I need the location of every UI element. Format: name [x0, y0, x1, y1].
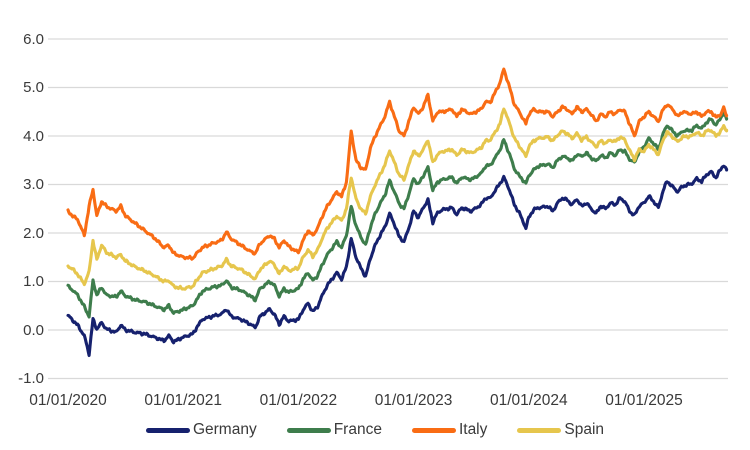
y-tick-label: 2.0 [23, 224, 44, 242]
x-tick-label: 01/01/2023 [374, 392, 453, 409]
legend-item-germany: Germany [145, 421, 257, 439]
legend-item-spain: Spain [517, 421, 604, 439]
legend-label: France [333, 421, 382, 438]
x-tick-label: 01/01/2025 [605, 392, 683, 409]
legend-swatch-icon [145, 427, 190, 433]
series-line-france [66, 111, 729, 319]
legend-item-italy: Italy [411, 421, 488, 439]
legend: Germany France Italy Spain [0, 421, 750, 439]
y-tick-label: 1.0 [23, 273, 44, 290]
legend-label: Spain [564, 421, 605, 438]
series-line-germany [66, 164, 729, 358]
legend-swatch-icon [286, 427, 331, 433]
x-tick-label: 01/01/2021 [144, 392, 222, 409]
y-tick-label: 5.0 [23, 79, 44, 96]
y-tick-label: 3.0 [23, 176, 44, 193]
y-tick-label: -1.0 [18, 370, 44, 387]
legend-swatch-icon [517, 427, 562, 433]
series-lines [66, 67, 729, 358]
legend-label: Germany [192, 421, 257, 438]
series-line-italy [66, 67, 729, 261]
y-tick-label: 6.0 [23, 30, 44, 48]
gridlines [48, 38, 728, 380]
legend-item-france: France [286, 421, 382, 439]
series-line-spain [66, 107, 729, 291]
legend-swatch-icon [411, 427, 456, 433]
y-tick-label: 0.0 [23, 321, 44, 339]
x-tick-label: 01/01/2024 [490, 392, 568, 409]
legend-label: Italy [458, 421, 488, 438]
x-tick-label: 01/01/2022 [259, 392, 338, 409]
y-tick-label: 4.0 [23, 127, 44, 145]
x-tick-label: 01/01/2020 [29, 392, 107, 409]
